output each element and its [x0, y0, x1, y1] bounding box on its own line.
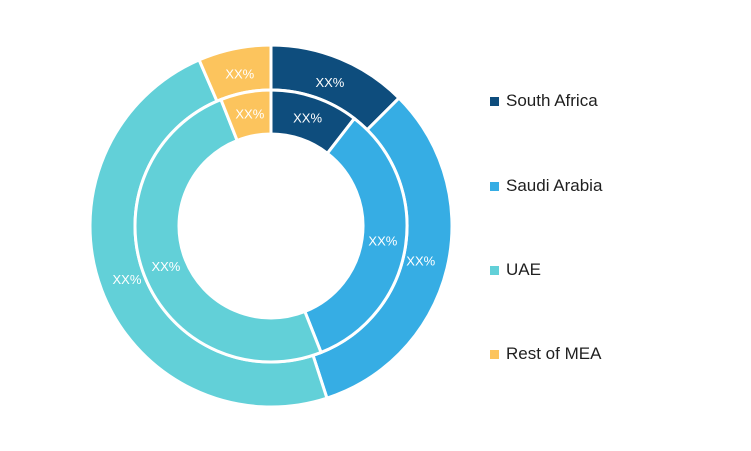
legend-item-saudi-arabia[interactable]: Saudi Arabia — [490, 174, 602, 198]
legend-label-uae: UAE — [506, 260, 541, 279]
legend-swatch-uae — [490, 265, 499, 275]
legend-label-rest-of-mea: Rest of MEA — [506, 344, 602, 363]
legend-swatch-rest-of-mea — [490, 349, 499, 359]
outer-label-uae: XX% — [112, 272, 141, 287]
legend-label-saudi-arabia: Saudi Arabia — [506, 176, 603, 195]
legend-item-south-africa[interactable]: South Africa — [490, 89, 598, 113]
inner-label-uae: XX% — [151, 259, 180, 274]
inner-label-south-africa: XX% — [293, 111, 322, 126]
legend-item-uae[interactable]: UAE — [490, 258, 541, 282]
inner-slice-rest-of-mea — [218, 88, 273, 143]
outer-label-rest-of-mea: XX% — [225, 67, 254, 82]
legend-item-rest-of-mea[interactable]: Rest of MEA — [490, 342, 601, 366]
outer-label-south-africa: XX% — [315, 75, 344, 90]
slice-labels: XX% XX% XX% XX% XX% XX% XX% XX% — [112, 67, 435, 287]
inner-label-saudi-arabia: XX% — [368, 233, 397, 248]
legend: South Africa Saudi Arabia UAE Rest of ME… — [490, 0, 740, 451]
inner-slice-saudi-arabia — [302, 116, 409, 355]
inner-slice-uae — [133, 97, 324, 364]
legend-swatch-south-africa — [490, 96, 499, 106]
outer-label-saudi-arabia: XX% — [406, 253, 435, 268]
inner-ring — [133, 88, 409, 364]
legend-swatch-saudi-arabia — [490, 181, 499, 191]
inner-label-rest-of-mea: XX% — [235, 106, 264, 121]
legend-label-south-africa: South Africa — [506, 91, 598, 110]
